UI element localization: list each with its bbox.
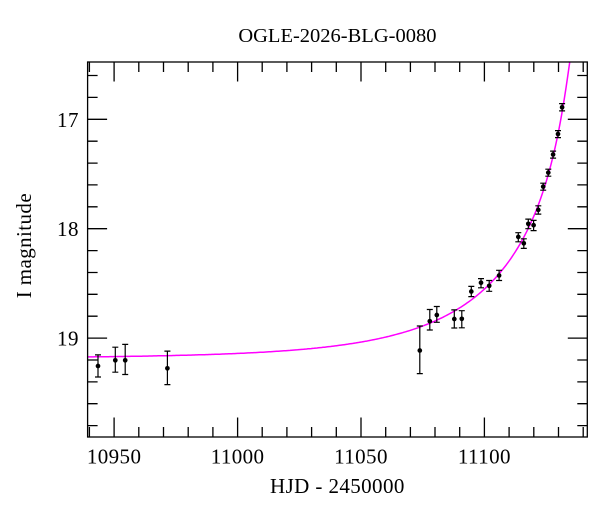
svg-text:10950: 10950 xyxy=(87,444,142,468)
svg-text:OGLE-2026-BLG-0080: OGLE-2026-BLG-0080 xyxy=(238,25,436,47)
svg-text:11050: 11050 xyxy=(334,444,388,468)
svg-text:17: 17 xyxy=(57,108,79,132)
svg-text:HJD - 2450000: HJD - 2450000 xyxy=(270,474,405,498)
svg-text:I magnitude: I magnitude xyxy=(12,193,36,298)
svg-text:18: 18 xyxy=(57,217,79,241)
svg-text:11100: 11100 xyxy=(458,444,511,468)
svg-text:11000: 11000 xyxy=(211,444,265,468)
svg-text:19: 19 xyxy=(57,327,79,351)
